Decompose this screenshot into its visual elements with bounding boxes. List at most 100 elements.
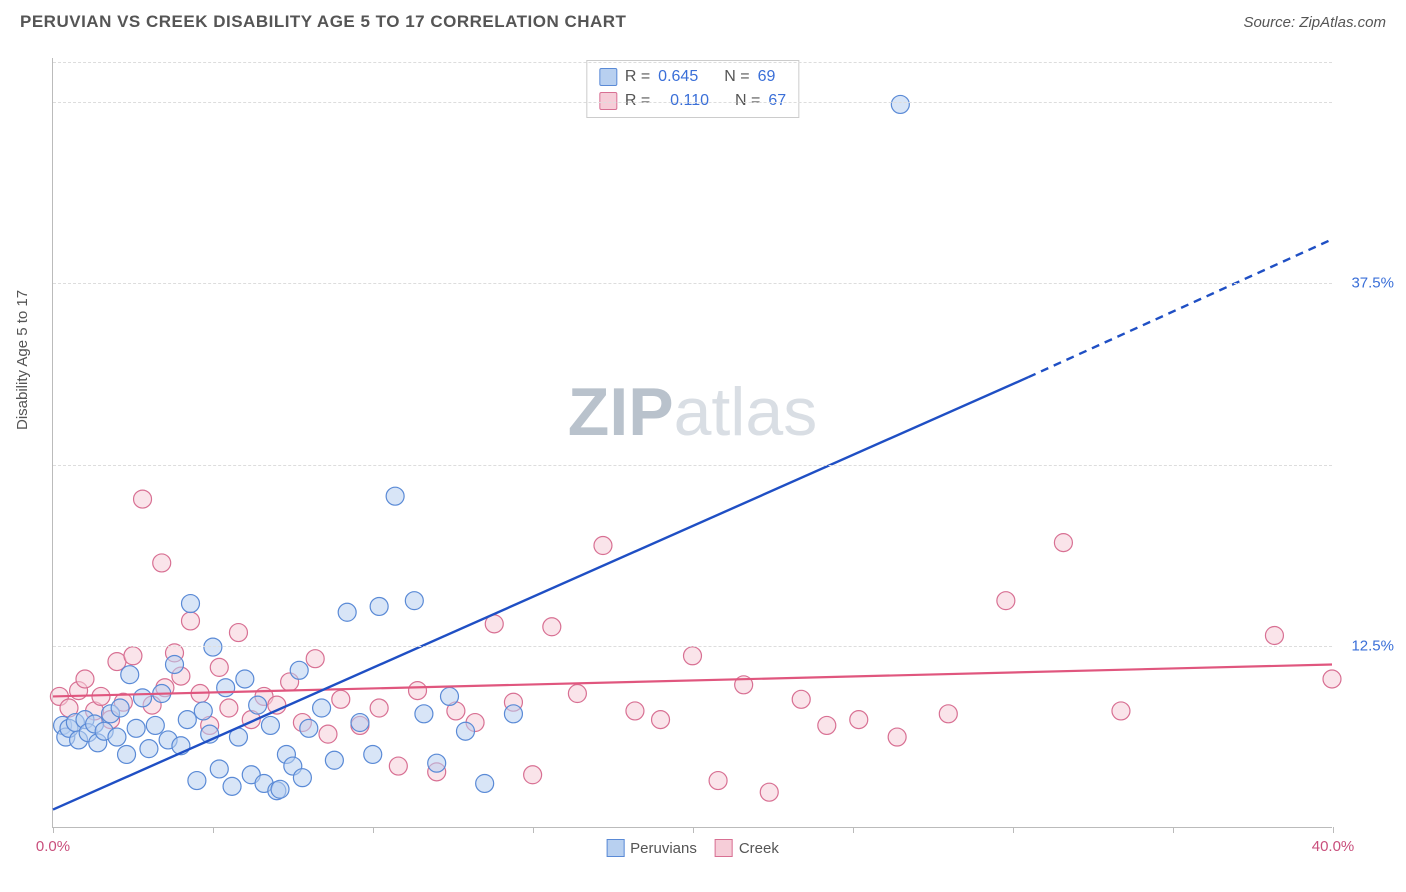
plot-svg bbox=[53, 58, 1332, 827]
xtick bbox=[533, 827, 534, 833]
point-creek bbox=[220, 699, 238, 717]
legend-item-creek: Creek bbox=[715, 839, 779, 857]
legend-swatch-creek bbox=[715, 839, 733, 857]
point-peruvians bbox=[290, 661, 308, 679]
legend-item-peruvians: Peruvians bbox=[606, 839, 697, 857]
point-creek bbox=[684, 647, 702, 665]
point-creek bbox=[134, 490, 152, 508]
point-creek bbox=[888, 728, 906, 746]
point-peruvians bbox=[127, 719, 145, 737]
point-peruvians bbox=[223, 777, 241, 795]
ytick-label: 37.5% bbox=[1351, 275, 1394, 292]
trendline-peruvians-dashed bbox=[1028, 239, 1332, 377]
point-creek bbox=[818, 716, 836, 734]
xtick bbox=[373, 827, 374, 833]
point-creek bbox=[319, 725, 337, 743]
point-peruvians bbox=[476, 774, 494, 792]
gridline bbox=[53, 283, 1332, 284]
point-creek bbox=[543, 618, 561, 636]
point-creek bbox=[709, 772, 727, 790]
point-creek bbox=[1265, 626, 1283, 644]
point-creek bbox=[370, 699, 388, 717]
point-peruvians bbox=[313, 699, 331, 717]
legend-label-peruvians: Peruvians bbox=[630, 840, 697, 857]
stat-r-peruvians: 0.645 bbox=[658, 65, 698, 89]
point-peruvians bbox=[108, 728, 126, 746]
point-creek bbox=[210, 658, 228, 676]
stat-label-n: N = bbox=[724, 65, 749, 89]
point-creek bbox=[1112, 702, 1130, 720]
point-peruvians bbox=[178, 711, 196, 729]
xtick-label: 40.0% bbox=[1312, 838, 1355, 855]
point-creek bbox=[76, 670, 94, 688]
legend-label-creek: Creek bbox=[739, 840, 779, 857]
point-peruvians bbox=[325, 751, 343, 769]
point-creek bbox=[792, 690, 810, 708]
xtick bbox=[693, 827, 694, 833]
point-creek bbox=[997, 592, 1015, 610]
stats-box: R = 0.645 N = 69 R = 0.110 N = 67 bbox=[586, 60, 799, 118]
point-peruvians bbox=[271, 780, 289, 798]
point-peruvians bbox=[181, 595, 199, 613]
point-peruvians bbox=[217, 679, 235, 697]
point-peruvians bbox=[428, 754, 446, 772]
point-peruvians bbox=[210, 760, 228, 778]
point-peruvians bbox=[415, 705, 433, 723]
point-peruvians bbox=[249, 696, 267, 714]
xtick bbox=[53, 827, 54, 833]
point-creek bbox=[1054, 534, 1072, 552]
point-creek bbox=[181, 612, 199, 630]
point-peruvians bbox=[370, 597, 388, 615]
point-peruvians bbox=[293, 769, 311, 787]
gridline bbox=[53, 646, 1332, 647]
xtick bbox=[853, 827, 854, 833]
point-peruvians bbox=[261, 716, 279, 734]
point-peruvians bbox=[891, 95, 909, 113]
legend: Peruvians Creek bbox=[606, 839, 779, 857]
gridline bbox=[53, 62, 1332, 63]
source-attribution: Source: ZipAtlas.com bbox=[1243, 14, 1386, 31]
point-peruvians bbox=[166, 656, 184, 674]
legend-swatch-peruvians bbox=[606, 839, 624, 857]
point-peruvians bbox=[364, 745, 382, 763]
stat-label-r: R = bbox=[625, 65, 650, 89]
point-creek bbox=[760, 783, 778, 801]
point-peruvians bbox=[111, 699, 129, 717]
point-creek bbox=[124, 647, 142, 665]
point-creek bbox=[1323, 670, 1341, 688]
point-creek bbox=[626, 702, 644, 720]
point-peruvians bbox=[386, 487, 404, 505]
point-creek bbox=[939, 705, 957, 723]
point-creek bbox=[409, 682, 427, 700]
stats-row-peruvians: R = 0.645 N = 69 bbox=[599, 65, 786, 89]
point-peruvians bbox=[188, 772, 206, 790]
point-creek bbox=[524, 766, 542, 784]
point-peruvians bbox=[456, 722, 474, 740]
point-peruvians bbox=[338, 603, 356, 621]
gridline bbox=[53, 465, 1332, 466]
stat-n-peruvians: 69 bbox=[758, 65, 776, 89]
xtick bbox=[1333, 827, 1334, 833]
point-peruvians bbox=[405, 592, 423, 610]
point-creek bbox=[652, 711, 670, 729]
gridline bbox=[53, 102, 1332, 103]
xtick bbox=[1173, 827, 1174, 833]
xtick bbox=[213, 827, 214, 833]
point-peruvians bbox=[146, 716, 164, 734]
point-creek bbox=[306, 650, 324, 668]
point-peruvians bbox=[118, 745, 136, 763]
point-peruvians bbox=[140, 740, 158, 758]
point-peruvians bbox=[236, 670, 254, 688]
point-peruvians bbox=[194, 702, 212, 720]
xtick-label: 0.0% bbox=[36, 838, 70, 855]
plot-area: ZIPatlas R = 0.645 N = 69 R = 0.110 N = … bbox=[52, 58, 1332, 828]
point-peruvians bbox=[121, 666, 139, 684]
point-creek bbox=[153, 554, 171, 572]
xtick bbox=[1013, 827, 1014, 833]
chart-title: PERUVIAN VS CREEK DISABILITY AGE 5 TO 17… bbox=[20, 12, 626, 32]
ytick-label: 12.5% bbox=[1351, 638, 1394, 655]
point-creek bbox=[389, 757, 407, 775]
point-creek bbox=[850, 711, 868, 729]
y-axis-label: Disability Age 5 to 17 bbox=[14, 290, 31, 430]
point-peruvians bbox=[300, 719, 318, 737]
